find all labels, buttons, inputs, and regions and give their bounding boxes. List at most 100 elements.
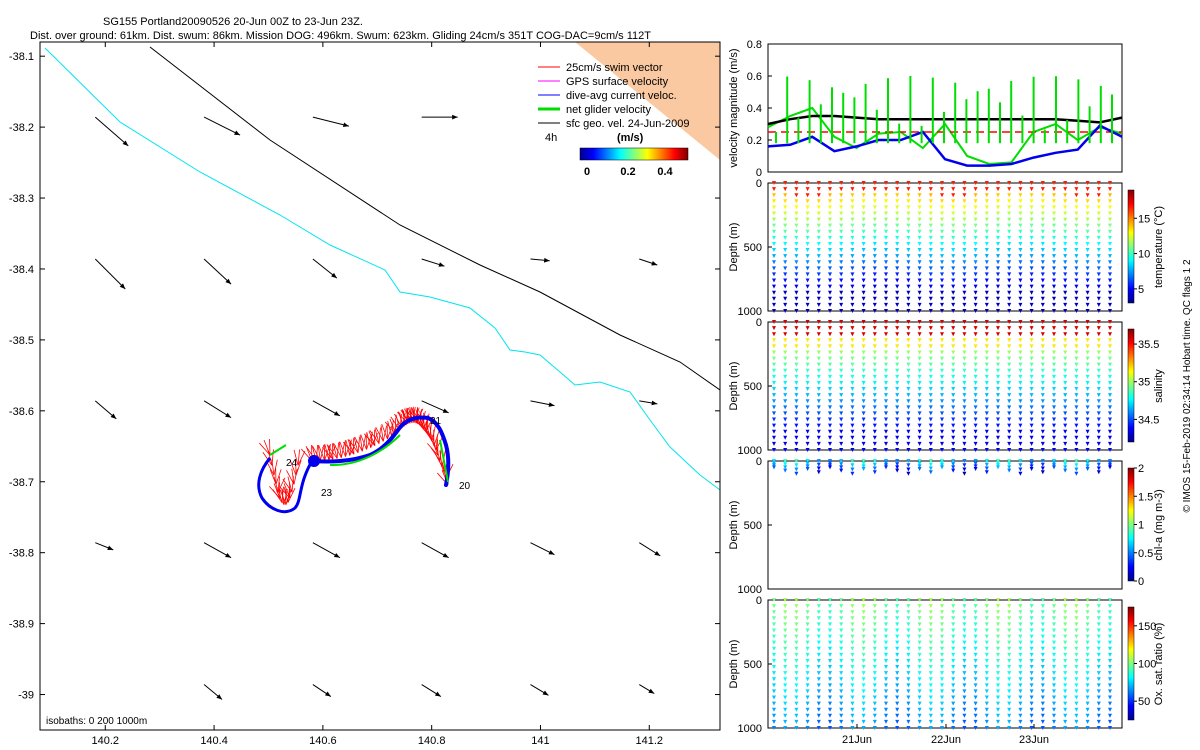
profile-sample (1040, 665, 1045, 670)
profile-sample (1052, 368, 1056, 373)
profile-sample (1029, 320, 1034, 324)
profile-sample (996, 309, 1000, 313)
profile-sample (928, 350, 933, 355)
profile-sample (805, 640, 810, 645)
profile-sample (1007, 374, 1012, 379)
profile-sample (839, 290, 844, 295)
profile-sample (1007, 235, 1012, 240)
profile-sample (1063, 634, 1068, 639)
profile-sample (962, 726, 967, 730)
profile-sample (1018, 374, 1023, 379)
profile-sample (884, 205, 888, 210)
profile-sample (839, 211, 844, 216)
temperature-frame (767, 182, 1123, 312)
geo-vector-head (119, 283, 126, 289)
profile-sample (828, 332, 832, 337)
profile-sample (816, 217, 821, 222)
profile-sample (973, 713, 978, 718)
profile-sample (805, 604, 810, 609)
profile-sample (1029, 338, 1034, 343)
profile-sample (816, 393, 821, 398)
profile-sample (1052, 344, 1056, 349)
profile-sample (996, 272, 1000, 277)
profile-sample (884, 695, 888, 700)
profile-sample (1007, 658, 1012, 663)
geo-vector-head (110, 413, 117, 419)
profile-sample (973, 628, 978, 633)
profile-sample (1085, 464, 1090, 469)
profile-sample (805, 695, 810, 700)
profile-sample (1074, 640, 1079, 645)
profile-sample (996, 461, 1000, 466)
profile-sample (1096, 459, 1101, 463)
profile-sample (973, 689, 978, 694)
profile-sample (973, 302, 978, 307)
profile-sample (962, 380, 967, 385)
profile-sample (1029, 719, 1034, 724)
profile-sample (1063, 640, 1068, 645)
profile-sample (973, 616, 978, 621)
profile-sample (1108, 338, 1112, 343)
profile-sample (962, 701, 967, 706)
profile-sample (996, 707, 1000, 712)
profile-sample (794, 211, 799, 216)
profile-sample (996, 380, 1000, 385)
profile-sample (962, 411, 967, 416)
profile-sample (772, 461, 776, 466)
profile-sample (839, 350, 844, 355)
profile-sample (940, 695, 944, 700)
profile-sample (1085, 719, 1090, 724)
profile-sample (839, 459, 844, 463)
profile-sample (828, 628, 832, 633)
profile-sample (1007, 266, 1012, 271)
profile-sample (772, 278, 776, 283)
profile-sample (996, 677, 1000, 682)
profile-sample (906, 429, 911, 434)
profile-sample (984, 470, 989, 475)
profile-sample (828, 320, 832, 324)
profile-sample (861, 302, 866, 307)
profile-sample (884, 429, 888, 434)
profile-sample (772, 350, 776, 355)
profile-sample (906, 628, 911, 633)
profile-sample (839, 665, 844, 670)
profile-sample (872, 429, 877, 434)
profile-sample (1018, 646, 1023, 651)
profile-sample (794, 665, 799, 670)
profile-sample (1063, 344, 1068, 349)
profile-sample (973, 695, 978, 700)
profile-sample (984, 211, 989, 216)
profile-sample (828, 713, 832, 718)
profile-sample (805, 344, 810, 349)
profile-sample (783, 387, 788, 392)
profile-sample (872, 658, 877, 663)
profile-sample (1040, 211, 1045, 216)
profile-sample (951, 423, 956, 428)
profile-sample (1074, 399, 1079, 404)
profile-sample (895, 272, 900, 277)
profile-sample (794, 338, 799, 343)
profile-sample (872, 241, 877, 246)
profile-sample (928, 598, 933, 602)
profile-sample (1040, 405, 1045, 410)
profile-sample (1029, 726, 1034, 730)
geo-vector (94, 116, 129, 147)
profile-sample (828, 411, 832, 416)
profile-sample (962, 254, 967, 259)
profile-sample (794, 387, 799, 392)
profile-sample (1085, 598, 1090, 602)
swim-vector (439, 450, 443, 467)
map-ytick-label: -38.2 (9, 122, 34, 134)
profile-sample (1096, 726, 1101, 730)
profile-sample (1029, 634, 1034, 639)
profile-sample (962, 272, 967, 277)
profile-sample (884, 350, 888, 355)
profile-sample (772, 266, 776, 271)
profile-sample (984, 683, 989, 688)
profile-sample (783, 598, 788, 602)
profile-sample (1096, 254, 1101, 259)
profile-sample (783, 646, 788, 651)
profile-sample (884, 199, 888, 204)
profile-sample (794, 628, 799, 633)
profile-sample (973, 266, 978, 271)
